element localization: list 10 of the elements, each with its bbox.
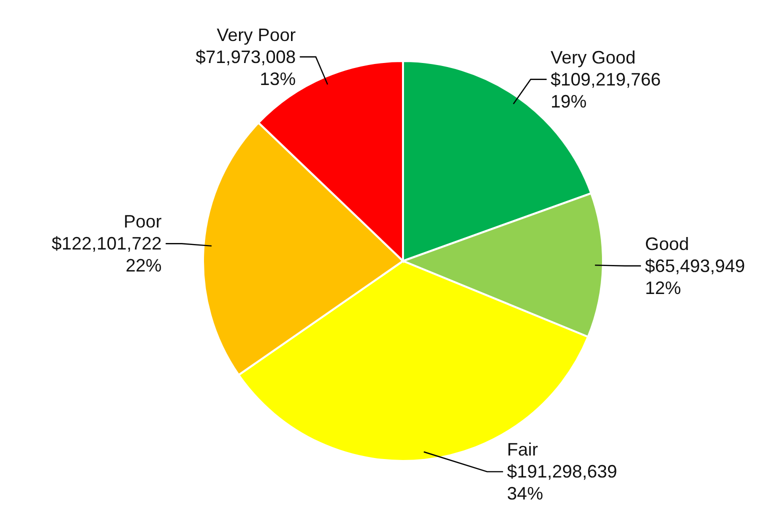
data-label: $191,298,639 34%	[507, 462, 618, 504]
data-label: $109,219,766 19%	[550, 69, 661, 112]
slice-label: Very Good	[550, 47, 636, 68]
slice-label: Good	[644, 234, 689, 254]
slice-label: Poor	[124, 212, 162, 232]
slice-label: Fair	[507, 440, 538, 460]
slice-label: Very Poor	[216, 24, 296, 45]
data-label: $122,101,722 22%	[52, 234, 162, 276]
data-label: $65,493,949 12%	[644, 256, 746, 298]
data-label: $71,973,008 13%	[196, 46, 296, 89]
